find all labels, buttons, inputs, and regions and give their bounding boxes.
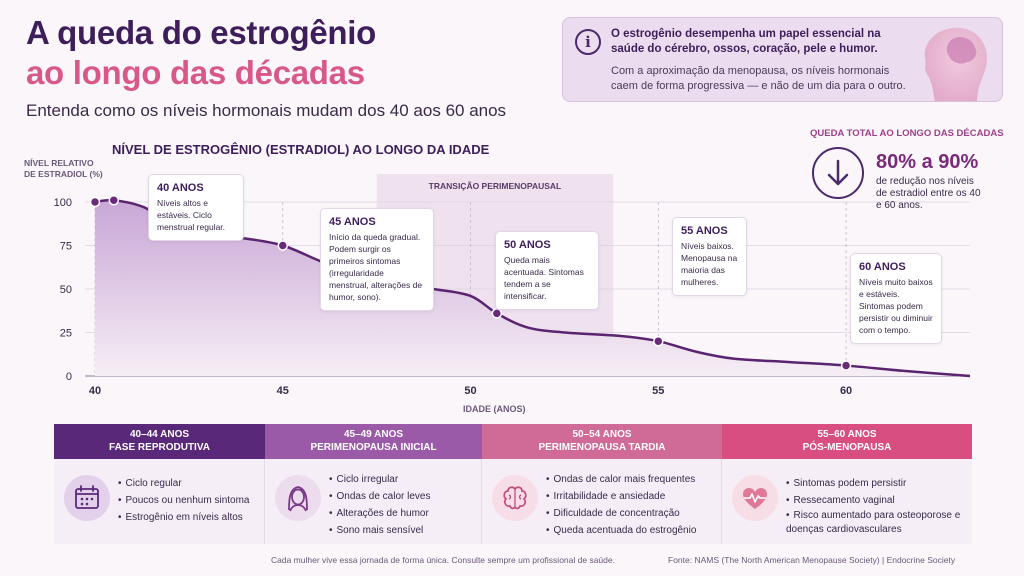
data-point bbox=[89, 196, 101, 208]
page-title-line-2: ao longo das décadas bbox=[26, 54, 365, 91]
x-tick-label: 55 bbox=[652, 385, 664, 397]
phase-4-item: Ressecamento vaginal bbox=[786, 492, 964, 509]
phase-1-body: Ciclo regular Poucos ou nenhum sintoma E… bbox=[54, 459, 265, 544]
arrow-down-icon bbox=[812, 147, 864, 199]
phase-1-item: Estrogênio em níveis altos bbox=[118, 509, 249, 526]
head-profile-icon bbox=[924, 27, 987, 101]
phase-1-list: Ciclo regular Poucos ou nenhum sintoma E… bbox=[118, 475, 250, 526]
footer-note: Cada mulher vive essa jornada de forma ú… bbox=[271, 555, 615, 565]
x-tick-label: 45 bbox=[277, 385, 289, 397]
data-point bbox=[491, 308, 503, 319]
annotation-50: 50 ANOS Queda mais acentuada. Sintomas t… bbox=[495, 231, 599, 310]
annotation-45-text: Início da queda gradual. Podem surgir os… bbox=[329, 232, 423, 302]
total-drop-value: 80% a 90% bbox=[876, 151, 979, 173]
phase-3-range: 50–54 ANOS bbox=[572, 429, 632, 440]
phase-4-header: 55–60 ANOS PÓS-MENOPAUSA bbox=[722, 424, 972, 459]
total-drop-text: de redução nos níveis de estradiol entre… bbox=[876, 176, 981, 211]
annotation-55: 55 ANOS Níveis baixos. Menopausa na maio… bbox=[672, 217, 747, 296]
phase-3-item: Dificuldade de concentração bbox=[546, 505, 696, 522]
phase-1-range: 40–44 ANOS bbox=[129, 429, 190, 440]
phase-1-header: 40–44 ANOS FASE REPRODUTIVA bbox=[54, 424, 265, 459]
phase-1-item: Ciclo regular bbox=[118, 475, 249, 492]
phase-4-range: 55–60 ANOS bbox=[817, 429, 877, 440]
data-point bbox=[277, 240, 289, 251]
info-text: Com a aproximação da menopausa, os nívei… bbox=[611, 65, 906, 92]
phase-3-header: 50–54 ANOS PERIMENOPAUSA TARDIA bbox=[482, 424, 722, 459]
phase-4-item: Sintomas podem persistir bbox=[786, 475, 964, 492]
annotation-50-text: Queda mais acentuada. Sintomas tendem a … bbox=[504, 255, 584, 301]
y-tick-label: 75 bbox=[60, 241, 72, 253]
page-subtitle: Entenda como os níveis hormonais mudam d… bbox=[26, 101, 507, 120]
phase-2-range: 45–49 ANOS bbox=[343, 429, 404, 440]
info-icon: i bbox=[575, 29, 601, 55]
x-tick-label: 40 bbox=[89, 385, 101, 397]
phase-2-item: Ondas de calor leves bbox=[329, 488, 431, 505]
footer-source: Fonte: NAMS (The North American Menopaus… bbox=[668, 555, 956, 565]
annotation-40-label: 40 ANOS bbox=[157, 182, 204, 194]
phase-3-body: Ondas de calor mais frequentes Irritabil… bbox=[482, 459, 722, 544]
phase-3-item: Queda acentuada do estrogênio bbox=[546, 522, 697, 539]
y-tick-label: 50 bbox=[60, 284, 72, 296]
annotation-40-text: Níveis altos e estáveis. Ciclo menstrual… bbox=[157, 198, 226, 232]
calendar-icon bbox=[64, 475, 110, 521]
y-tick-label: 25 bbox=[60, 328, 72, 340]
annotation-50-label: 50 ANOS bbox=[504, 239, 551, 251]
x-tick-label: 50 bbox=[464, 385, 476, 397]
phase-2-body: Ciclo irregular Ondas de calor leves Alt… bbox=[265, 459, 482, 544]
x-axis-label: IDADE (ANOS) bbox=[463, 404, 526, 414]
annotation-60: 60 ANOS Níveis muito baixos e estáveis. … bbox=[850, 253, 942, 344]
info-box: i O estrogênio desempenha um papel essen… bbox=[562, 17, 1003, 102]
phase-2-list: Ciclo irregular Ondas de calor leves Alt… bbox=[329, 471, 431, 539]
data-point bbox=[840, 360, 852, 371]
total-drop-title: QUEDA TOTAL AO LONGO DAS DÉCADAS bbox=[810, 128, 1004, 139]
x-tick-label: 60 bbox=[840, 385, 852, 397]
page-title-line-1: A queda do estrogênio bbox=[26, 14, 376, 51]
phase-3-list: Ondas de calor mais frequentes Irritabil… bbox=[546, 471, 697, 539]
y-tick-label: 0 bbox=[66, 371, 72, 383]
heart-pulse-icon bbox=[732, 475, 778, 521]
annotation-60-text: Níveis muito baixos e estáveis. Sintomas… bbox=[859, 277, 933, 335]
brain-icon bbox=[492, 475, 538, 521]
phase-4-list: Sintomas podem persistir Ressecamento va… bbox=[786, 475, 964, 537]
data-point bbox=[108, 195, 120, 206]
phase-4-name: PÓS-MENOPAUSA bbox=[802, 442, 892, 453]
annotation-40: 40 ANOS Níveis altos e estáveis. Ciclo m… bbox=[148, 174, 244, 241]
phase-3-item: Ondas de calor mais frequentes bbox=[546, 471, 696, 488]
annotation-60-label: 60 ANOS bbox=[859, 261, 906, 273]
y-tick-label: 100 bbox=[54, 197, 72, 209]
chart-title: NÍVEL DE ESTROGÊNIO (ESTRADIOL) AO LONGO… bbox=[112, 142, 490, 157]
phase-4-item: Risco aumentado para osteoporose e doenç… bbox=[786, 509, 964, 537]
info-bold-text: O estrogênio desempenha um papel essenci… bbox=[611, 28, 881, 55]
phase-4-body: Sintomas podem persistir Ressecamento va… bbox=[722, 459, 972, 544]
annotation-45-label: 45 ANOS bbox=[329, 216, 376, 228]
phase-2-header: 45–49 ANOS PERIMENOPAUSA INICIAL bbox=[265, 424, 482, 459]
data-point bbox=[653, 335, 664, 347]
annotation-55-text: Níveis baixos. Menopausa na maioria das … bbox=[681, 241, 738, 287]
phase-3-name: PERIMENOPAUSA TARDIA bbox=[538, 442, 666, 453]
woman-icon bbox=[275, 475, 321, 521]
phase-2-item: Sono mais sensível bbox=[329, 522, 430, 539]
phase-1-item: Poucos ou nenhum sintoma bbox=[118, 492, 250, 509]
annotation-55-label: 55 ANOS bbox=[681, 225, 728, 237]
perimenopause-region-label: TRANSIÇÃO PERIMENOPAUSAL bbox=[429, 181, 562, 191]
phase-3-item: Irritabilidade e ansiedade bbox=[546, 488, 696, 505]
phase-2-name: PERIMENOPAUSA INICIAL bbox=[310, 442, 437, 453]
annotation-45: 45 ANOS Início da queda gradual. Podem s… bbox=[320, 208, 434, 311]
phase-2-item: Ciclo irregular bbox=[329, 471, 430, 488]
phase-2-item: Alterações de humor bbox=[329, 505, 430, 522]
y-axis-label: NÍVEL RELATIVO DE ESTRADIOL (%) bbox=[24, 158, 103, 179]
phase-1-name: FASE REPRODUTIVA bbox=[109, 442, 210, 453]
estrogen-area bbox=[95, 200, 970, 376]
